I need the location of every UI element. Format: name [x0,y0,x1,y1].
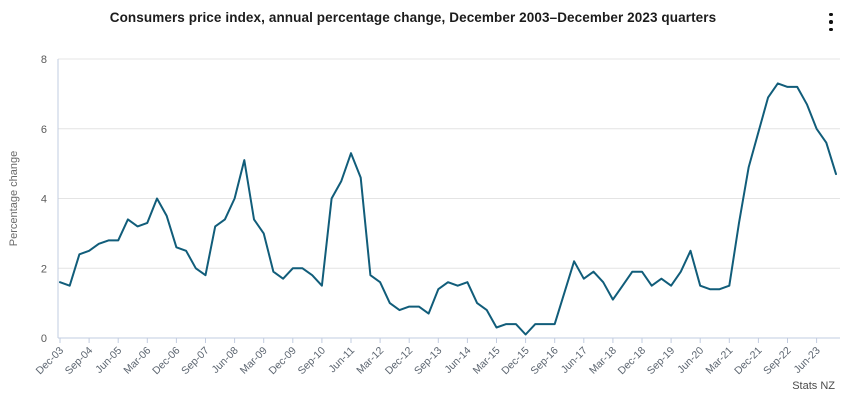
x-tick-label: Sep-22 [761,345,794,378]
x-tick-label: Jun-05 [93,345,124,376]
x-tick-label: Mar-12 [354,345,386,377]
x-tick-label: Mar-21 [703,345,735,377]
x-tick-label: Sep-07 [179,345,212,378]
chart-title: Consumers price index, annual percentage… [109,10,717,25]
x-tick-label: Mar-06 [121,345,153,377]
x-tick-label: Mar-09 [238,345,270,377]
y-tick-label: 6 [41,124,47,136]
cpi-series-line[interactable] [59,82,837,336]
x-tick-label: Sep-04 [63,345,96,378]
x-tick-label: Sep-10 [296,345,329,378]
x-tick-label: Jun-20 [675,345,706,376]
x-tick-label: Dec-18 [616,345,649,378]
y-tick-label: 4 [41,194,47,206]
x-tick-label: Sep-19 [645,345,678,378]
y-tick-label: 8 [41,54,47,66]
x-tick-label: Dec-06 [150,345,183,378]
y-tick-label: 0 [41,333,47,345]
x-tick-label: Dec-12 [383,345,416,378]
x-tick-label: Jun-23 [792,345,823,376]
x-tick-label: Dec-15 [499,345,532,378]
x-tick-label: Jun-11 [326,345,357,376]
x-tick-label: Sep-13 [412,345,445,378]
y-tick-label: 2 [41,263,47,275]
x-tick-label: Mar-15 [471,345,503,377]
x-tick-label: Dec-09 [266,345,299,378]
x-tick-label: Sep-16 [528,345,561,378]
x-tick-label: Dec-21 [732,345,765,378]
y-axis-title: Percentage change [8,151,20,246]
x-tick-label: Jun-14 [442,345,473,376]
x-tick-label: Mar-18 [587,345,619,377]
attribution: Stats NZ [792,380,835,392]
x-tick-label: Jun-08 [210,345,241,376]
x-tick-label: Jun-17 [559,345,590,376]
x-tick-label: Dec-03 [34,345,67,378]
kebab-menu-icon [829,12,833,32]
chart-menu-button[interactable] [818,6,844,38]
